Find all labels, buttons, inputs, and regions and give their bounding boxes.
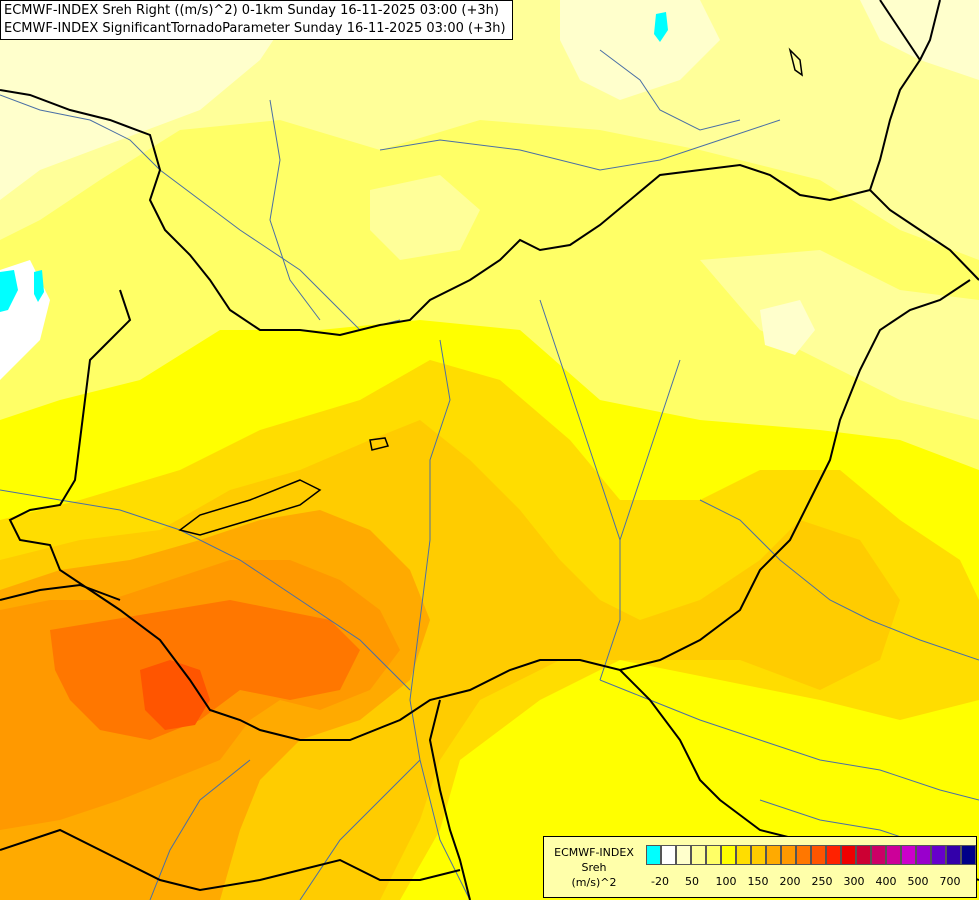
legend-swatch	[871, 845, 886, 865]
cyan-spot-2	[0, 270, 18, 312]
legend-swatch	[736, 845, 751, 865]
legend-swatch	[961, 845, 976, 865]
legend-tick-label: 50	[685, 875, 699, 888]
legend-tick-row: -20 50 100 150 200 250 300 400 500 700	[646, 875, 976, 891]
legend-swatch	[841, 845, 856, 865]
legend-parameter: Sreh	[581, 861, 607, 874]
white-zone-north	[560, 0, 720, 100]
legend-swatch	[706, 845, 721, 865]
legend-swatch	[886, 845, 901, 865]
legend-tick-label: 300	[843, 875, 865, 888]
legend-swatch	[721, 845, 736, 865]
legend-swatch	[856, 845, 871, 865]
cyan-spot-1	[654, 12, 668, 42]
legend-swatch	[946, 845, 961, 865]
color-legend: ECMWF-INDEX Sreh (m/s)^2 -20 50 100 150 200 2…	[543, 836, 977, 898]
legend-tick-label: 150	[747, 875, 769, 888]
legend-model: ECMWF-INDEX	[554, 846, 634, 859]
map-title-box: ECMWF-INDEX Sreh Right ((m/s)^2) 0-1km S…	[0, 0, 513, 40]
cyan-spot-3	[34, 270, 44, 302]
legend-tick-label: -20	[651, 875, 669, 888]
legend-swatch	[646, 845, 661, 865]
legend-swatch	[766, 845, 781, 865]
river-lines	[0, 49, 979, 900]
title-line-2: ECMWF-INDEX SignificantTornadoParameter …	[4, 21, 506, 36]
legend-tick-label: 200	[779, 875, 801, 888]
pale-zone-northwest	[0, 0, 300, 200]
title-line-1: ECMWF-INDEX Sreh Right ((m/s)^2) 0-1km S…	[4, 3, 499, 18]
legend-swatch	[691, 845, 706, 865]
legend-tick-label: 700	[939, 875, 961, 888]
legend-label: ECMWF-INDEX Sreh (m/s)^2	[544, 845, 644, 890]
white-zone-north2	[860, 0, 979, 80]
legend-tick-label: 400	[875, 875, 897, 888]
legend-swatch	[796, 845, 811, 865]
legend-swatch	[661, 845, 676, 865]
legend-tick-label: 500	[907, 875, 929, 888]
legend-tick-label: 250	[811, 875, 833, 888]
legend-unit: (m/s)^2	[571, 876, 617, 889]
red-orange-zone	[50, 600, 360, 740]
legend-swatch	[931, 845, 946, 865]
red-zone	[140, 660, 210, 730]
legend-swatch	[916, 845, 931, 865]
legend-swatch	[811, 845, 826, 865]
legend-swatch	[826, 845, 841, 865]
pale-zone-east	[700, 250, 979, 420]
pale-zone-center-north	[370, 175, 480, 260]
legend-tick-label: 100	[715, 875, 737, 888]
white-spot-east	[760, 300, 815, 355]
legend-color-bar	[646, 845, 976, 865]
legend-swatch	[901, 845, 916, 865]
legend-swatch	[751, 845, 766, 865]
legend-swatch	[676, 845, 691, 865]
legend-swatch	[781, 845, 796, 865]
